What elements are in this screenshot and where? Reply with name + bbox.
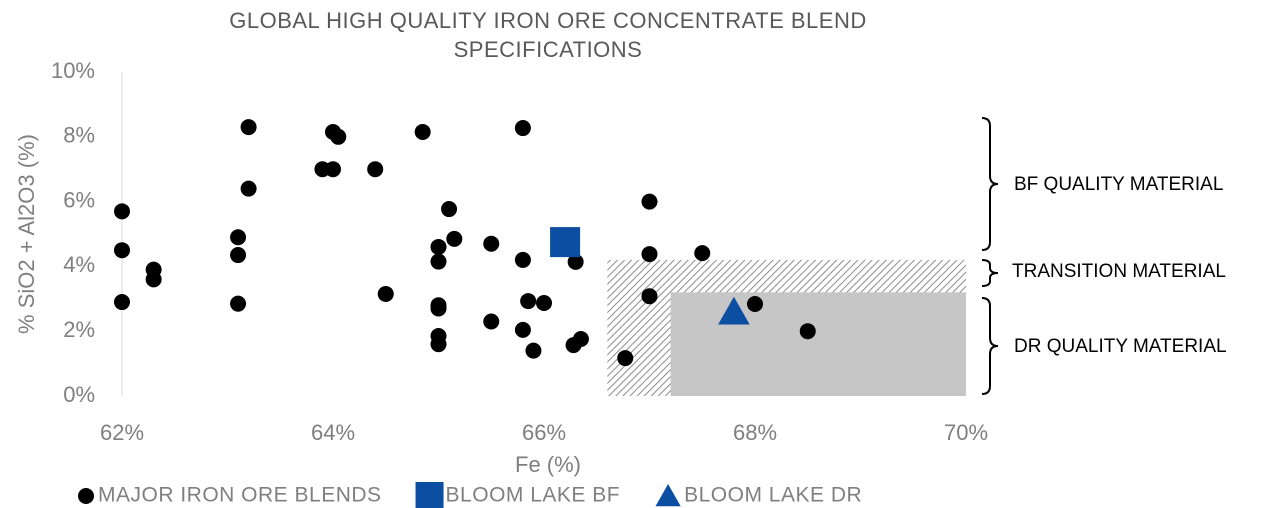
annotation: TRANSITION MATERIAL bbox=[1012, 261, 1226, 282]
point bbox=[718, 296, 750, 325]
x-tick-label: 62% bbox=[100, 420, 144, 445]
brace bbox=[981, 297, 999, 395]
point bbox=[483, 235, 500, 252]
point bbox=[367, 161, 384, 178]
x-axis-label: Fe (%) bbox=[515, 452, 581, 477]
brace bbox=[981, 117, 999, 251]
point bbox=[514, 120, 531, 137]
point bbox=[617, 350, 634, 367]
legend-item: BLOOM LAKE BF bbox=[415, 482, 621, 508]
legend-marker bbox=[415, 482, 444, 508]
y-axis-label: % SiO2 + Al2O3 (%) bbox=[14, 134, 39, 334]
legend-marker bbox=[655, 484, 681, 507]
point bbox=[430, 238, 447, 255]
point bbox=[230, 229, 247, 246]
point bbox=[483, 313, 500, 330]
point bbox=[240, 180, 257, 197]
point bbox=[514, 251, 531, 268]
y-tick-label: 4% bbox=[63, 252, 95, 277]
point bbox=[145, 271, 162, 288]
annotation: BF QUALITY MATERIAL bbox=[1014, 174, 1223, 195]
point bbox=[441, 201, 458, 218]
x-tick-label: 68% bbox=[733, 420, 777, 445]
point bbox=[377, 285, 394, 302]
point bbox=[430, 253, 447, 270]
point bbox=[641, 193, 658, 210]
point bbox=[430, 300, 447, 317]
y-tick-label: 10% bbox=[51, 58, 95, 83]
brace bbox=[981, 259, 999, 287]
point bbox=[520, 293, 537, 310]
point bbox=[694, 245, 711, 262]
point bbox=[114, 203, 130, 220]
point bbox=[525, 342, 542, 359]
point bbox=[230, 247, 247, 264]
point bbox=[567, 253, 584, 270]
point bbox=[536, 295, 552, 312]
legend-item: BLOOM LAKE DR bbox=[655, 484, 862, 507]
y-tick-label: 6% bbox=[63, 187, 95, 212]
point bbox=[114, 242, 130, 259]
regions bbox=[607, 259, 966, 396]
point bbox=[325, 161, 341, 178]
annotation: DR QUALITY MATERIAL bbox=[1014, 336, 1227, 357]
point bbox=[572, 330, 589, 347]
marks bbox=[114, 119, 816, 367]
point bbox=[641, 246, 658, 263]
point bbox=[747, 295, 763, 312]
region bbox=[670, 292, 966, 396]
y-tick-label: 2% bbox=[63, 317, 95, 342]
point bbox=[799, 323, 816, 340]
x-tick-label: 66% bbox=[522, 420, 566, 445]
point bbox=[514, 321, 531, 338]
y-tick-label: 8% bbox=[63, 123, 95, 148]
x-tick-label: 70% bbox=[944, 420, 988, 445]
x-tick-label: 64% bbox=[311, 420, 355, 445]
legend-label: MAJOR IRON ORE BLENDS bbox=[98, 484, 382, 507]
point bbox=[550, 227, 581, 258]
legend-label: BLOOM LAKE DR bbox=[684, 484, 862, 507]
y-tick-label: 0% bbox=[63, 382, 95, 407]
legend-item: MAJOR IRON ORE BLENDS bbox=[78, 484, 382, 507]
chart-title: GLOBAL HIGH QUALITY IRON ORE CONCENTRATE… bbox=[229, 8, 867, 62]
point bbox=[414, 123, 431, 140]
point bbox=[446, 230, 463, 247]
legend-marker bbox=[78, 488, 94, 504]
point bbox=[641, 288, 658, 305]
point bbox=[330, 128, 347, 145]
point bbox=[430, 336, 447, 353]
legend-label: BLOOM LAKE BF bbox=[446, 484, 621, 507]
point bbox=[230, 295, 247, 312]
point bbox=[240, 119, 257, 136]
point bbox=[114, 294, 130, 311]
